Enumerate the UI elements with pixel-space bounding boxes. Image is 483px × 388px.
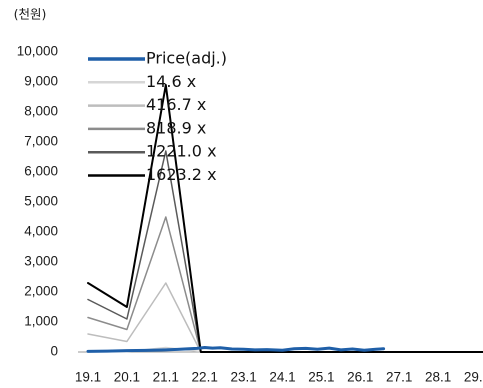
series-line xyxy=(86,346,386,353)
legend-label: 1623.2 x xyxy=(146,165,217,184)
y-tick-label: 1,000 xyxy=(24,314,58,329)
y-tick-label: 0 xyxy=(50,344,58,359)
x-tick-label: 26.1 xyxy=(347,370,373,385)
unit-label: (천원) xyxy=(14,7,47,22)
y-tick-label: 3,000 xyxy=(24,254,58,269)
x-tick-label: 25.1 xyxy=(308,370,334,385)
x-tick-label: 27.1 xyxy=(386,370,412,385)
series-line xyxy=(87,84,483,353)
legend-label: 1221.0 x xyxy=(146,142,217,161)
y-tick-label: 4,000 xyxy=(24,224,58,239)
y-tick-label: 9,000 xyxy=(24,74,58,89)
legend-label: Price(adj.) xyxy=(146,49,227,68)
legend-label: 818.9 x xyxy=(146,118,206,137)
x-tick-label: 29.1 xyxy=(464,370,483,385)
legend: Price(adj.) 14.6 x 416.7 x 818.9 x 1221.0 x 1… xyxy=(88,49,227,184)
y-tick-label: 5,000 xyxy=(24,194,58,209)
x-tick-label: 23.1 xyxy=(230,370,256,385)
x-axis-tick-labels: 19.1 20.1 21.1 22.1 23.1 24.1 25.1 26.1 27.1 28.1… xyxy=(75,370,483,385)
legend-label: 14.6 x xyxy=(146,72,196,91)
legend-label: 416.7 x xyxy=(146,95,206,114)
x-tick-label: 21.1 xyxy=(153,370,179,385)
series-line xyxy=(87,282,483,353)
series-line xyxy=(87,216,483,353)
y-axis-tick-labels: 0 1,000 2,000 3,000 4,000 5,000 6,000 7,000 8,00… xyxy=(17,44,58,359)
x-tick-label: 22.1 xyxy=(192,370,218,385)
y-tick-label: 8,000 xyxy=(24,104,58,119)
x-tick-label: 19.1 xyxy=(75,370,101,385)
x-tick-label: 20.1 xyxy=(114,370,140,385)
y-tick-label: 10,000 xyxy=(17,44,58,59)
series-lines xyxy=(86,84,483,353)
y-tick-label: 7,000 xyxy=(24,134,58,149)
x-tick-label: 24.1 xyxy=(269,370,295,385)
x-tick-label: 28.1 xyxy=(425,370,451,385)
y-tick-label: 2,000 xyxy=(24,284,58,299)
y-tick-label: 6,000 xyxy=(24,164,58,179)
